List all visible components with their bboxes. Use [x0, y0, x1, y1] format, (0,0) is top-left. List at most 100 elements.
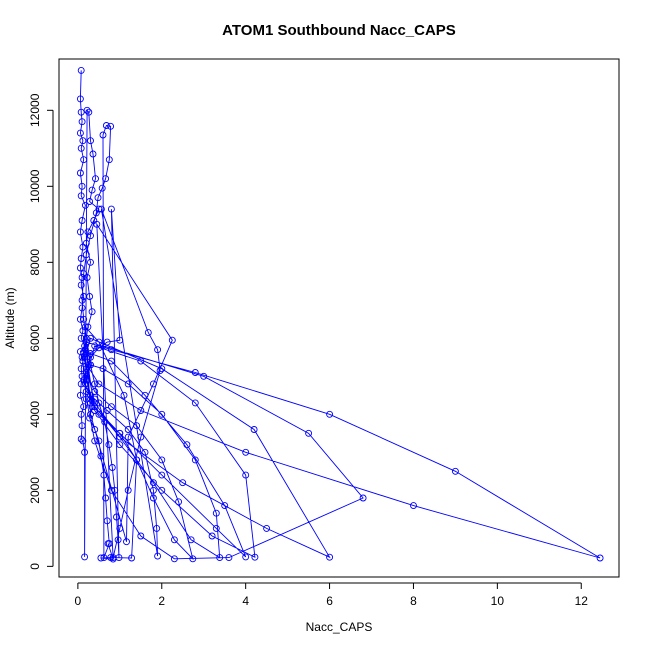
data-point	[141, 391, 149, 399]
data-point	[263, 524, 271, 532]
data-point	[82, 350, 90, 357]
data-point	[116, 441, 124, 449]
data-point	[111, 486, 119, 494]
data-point	[97, 205, 105, 213]
data-point	[81, 553, 89, 561]
data-point	[78, 422, 86, 430]
data-point	[77, 334, 85, 342]
data-point	[191, 369, 199, 376]
series-layer	[76, 66, 604, 563]
data-point	[87, 232, 94, 240]
data-point	[133, 456, 141, 464]
data-point	[79, 243, 87, 251]
data-point	[87, 391, 94, 399]
data-point	[80, 270, 88, 278]
data-point	[113, 513, 120, 521]
data-point	[158, 471, 166, 479]
data-point	[137, 532, 145, 540]
data-point	[76, 391, 84, 399]
data-point	[87, 399, 94, 407]
data-point	[77, 281, 85, 289]
x-tick-label: 2	[158, 594, 165, 608]
plot-frame	[58, 58, 620, 578]
data-point	[251, 553, 259, 561]
data-point	[128, 554, 136, 562]
data-point	[242, 448, 250, 456]
data-point	[116, 336, 124, 344]
data-point	[141, 448, 149, 456]
data-point	[78, 118, 86, 126]
data-point	[80, 315, 88, 323]
y-tick-label: 8000	[28, 249, 42, 276]
data-point	[83, 274, 91, 281]
y-tick-label: 12000	[28, 93, 42, 127]
data-point	[183, 441, 191, 449]
data-point	[191, 456, 199, 464]
data-point	[359, 494, 367, 502]
x-tick-label: 12	[575, 594, 589, 608]
data-point	[212, 509, 220, 517]
data-point	[242, 471, 250, 479]
data-point	[77, 66, 85, 74]
data-point	[82, 372, 90, 380]
data-point	[133, 422, 141, 430]
data-point	[81, 380, 89, 388]
data-point	[175, 498, 183, 506]
data-point	[179, 479, 187, 487]
data-point	[78, 274, 86, 281]
data-point	[82, 388, 90, 395]
data-point	[79, 437, 87, 445]
data-point	[116, 524, 124, 532]
data-point	[77, 410, 85, 418]
data-point	[82, 251, 90, 259]
data-point	[89, 150, 97, 158]
data-point	[95, 338, 103, 346]
data-point	[137, 357, 145, 365]
data-point	[221, 502, 229, 510]
data-point	[168, 336, 176, 344]
data-point	[80, 156, 88, 164]
x-axis: 0 2 4 6 8 10 12	[75, 582, 589, 608]
data-point	[99, 365, 107, 373]
data-point	[124, 486, 132, 494]
y-axis-label: Altitude (m)	[3, 287, 17, 348]
data-point	[91, 388, 99, 395]
y-axis: 0 2000 4000 6000 8000 10000 12000	[28, 93, 54, 570]
data-point	[109, 555, 117, 563]
data-point	[78, 296, 86, 304]
data-point	[100, 554, 108, 562]
data-point	[82, 369, 90, 376]
data-point	[105, 441, 113, 449]
data-point	[107, 122, 115, 130]
data-point	[95, 399, 103, 407]
data-point	[76, 129, 84, 137]
data-point	[77, 365, 85, 373]
data-point	[91, 437, 99, 445]
data-point	[144, 329, 152, 337]
data-point	[410, 502, 417, 510]
data-point	[85, 108, 93, 116]
data-point	[87, 410, 94, 418]
data-point	[76, 95, 84, 103]
data-point	[81, 323, 89, 331]
data-point	[137, 433, 145, 441]
data-point	[95, 437, 103, 445]
x-tick-label: 4	[242, 594, 249, 608]
data-point	[91, 426, 99, 433]
data-point	[81, 346, 89, 354]
data-point	[91, 399, 99, 407]
data-point	[105, 156, 113, 164]
data-point	[200, 372, 208, 380]
data-point	[99, 342, 107, 350]
data-point	[92, 175, 99, 183]
data-point	[153, 524, 161, 532]
data-point	[137, 407, 145, 414]
y-tick-label: 2000	[28, 477, 42, 504]
y-tick-label: 0	[28, 563, 42, 570]
data-point	[81, 201, 89, 209]
data-point	[103, 338, 111, 346]
data-point	[92, 209, 100, 217]
x-tick-label: 10	[491, 594, 505, 608]
data-point	[451, 467, 459, 475]
